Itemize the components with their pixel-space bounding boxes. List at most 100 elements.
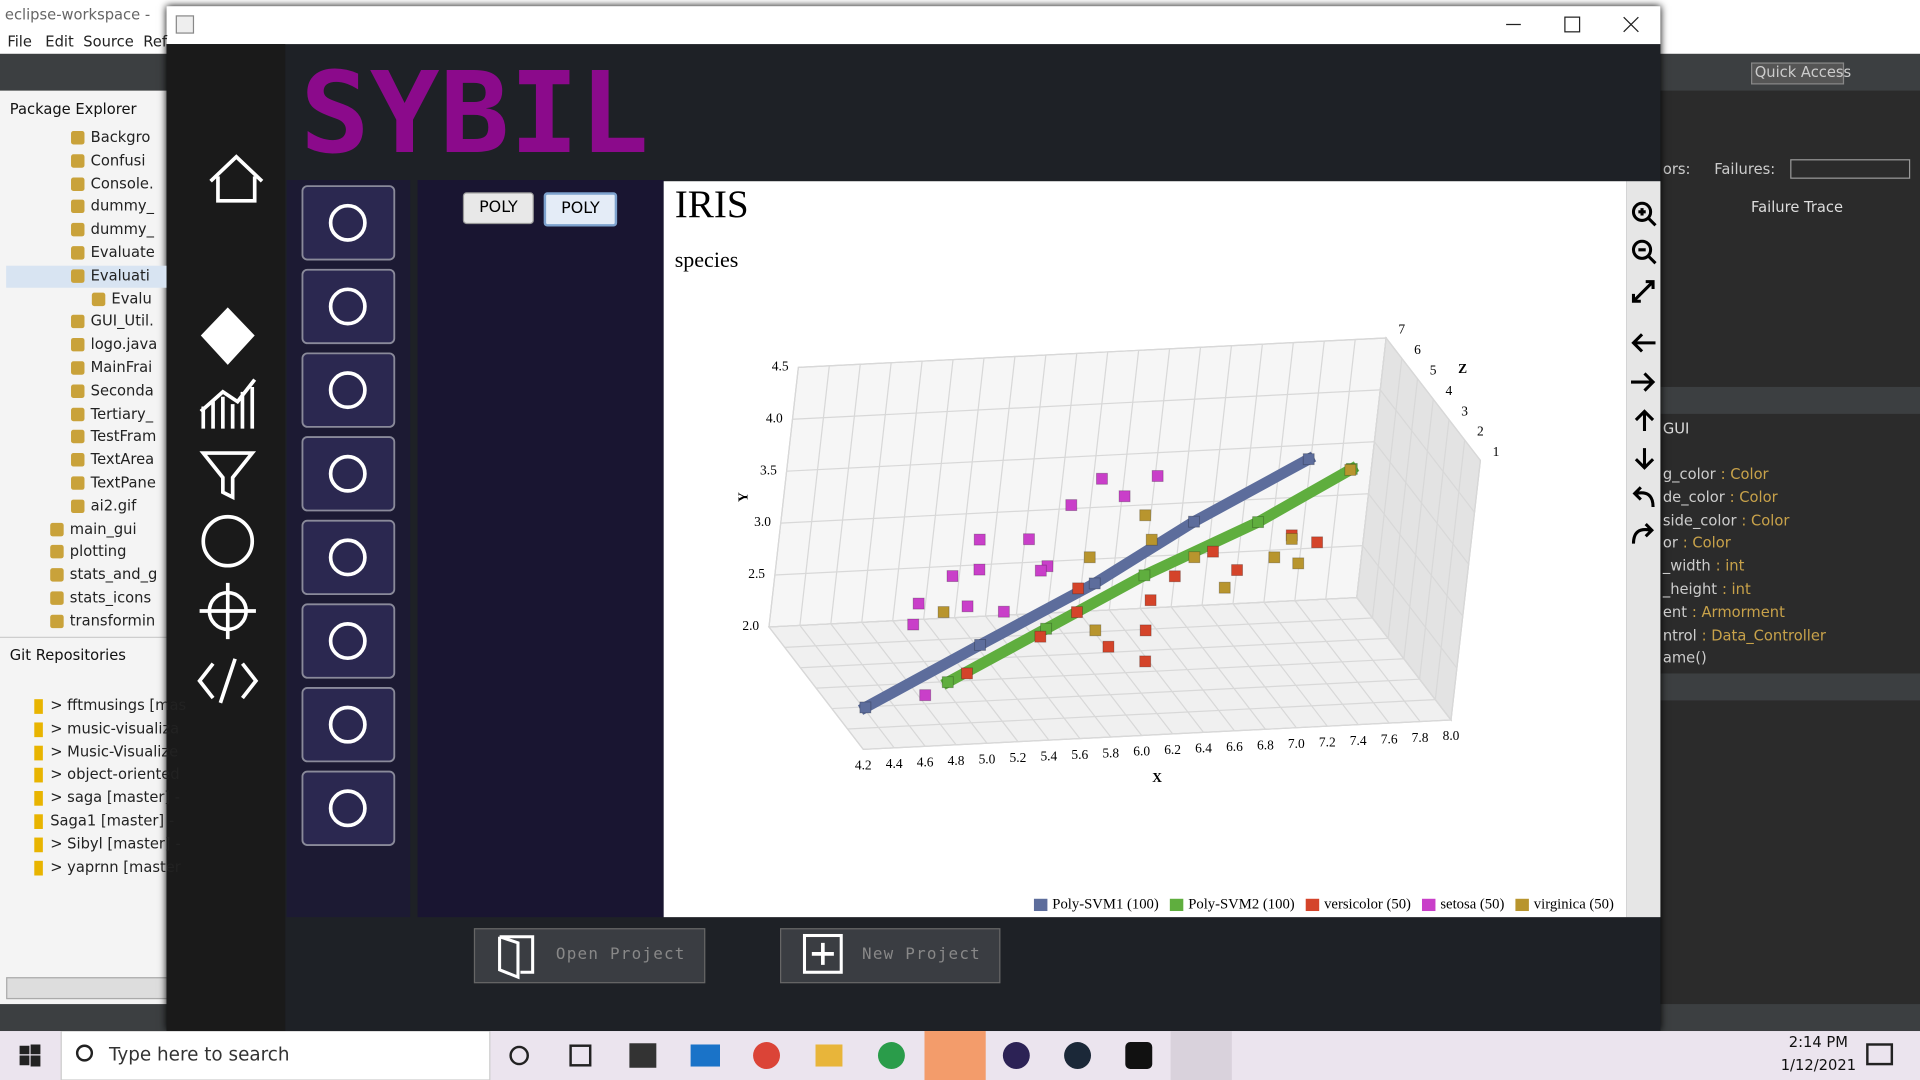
settings[interactable] (1125, 1042, 1153, 1069)
point (1231, 564, 1243, 577)
filter-icon[interactable] (199, 451, 257, 501)
grid-line (830, 364, 861, 624)
close[interactable] (1623, 16, 1639, 33)
quick-access[interactable]: Quick Access (1751, 62, 1851, 85)
point (1088, 577, 1101, 590)
x-tick-label: 5.4 (1040, 748, 1057, 763)
toggle-button[interactable]: POLY (462, 192, 534, 225)
tool-button[interactable] (301, 268, 396, 345)
legend-label: versicolor (50) (1324, 896, 1411, 912)
toggle-button[interactable]: POLY (543, 192, 618, 227)
chart-icon[interactable] (199, 378, 257, 429)
explorer[interactable] (815, 1044, 843, 1067)
member-type: : int (1721, 580, 1751, 598)
x-tick-label: 7.0 (1288, 736, 1305, 751)
java[interactable] (1170, 1031, 1232, 1080)
tool-button[interactable] (301, 519, 396, 596)
grid-line (800, 637, 1389, 669)
y-tick-label: 3.5 (760, 462, 777, 477)
grid-line (1387, 378, 1419, 639)
legend-swatch (1421, 898, 1436, 912)
tree-icon (50, 568, 64, 582)
tree-item: stats_and_g (69, 565, 158, 584)
member-type: : Color (1741, 511, 1790, 529)
mail[interactable] (690, 1044, 720, 1067)
point (1268, 551, 1281, 564)
pan-down[interactable] (1634, 448, 1655, 470)
tree-item: TextArea (90, 450, 155, 468)
zoom-in[interactable] (1631, 201, 1653, 222)
app-icon (175, 15, 195, 34)
tool-button[interactable] (301, 770, 396, 846)
app-titlebar (166, 6, 1661, 45)
redo[interactable] (1631, 522, 1655, 544)
code-icon[interactable] (197, 658, 259, 704)
repo-item: Saga1 [master] - (50, 811, 175, 829)
tool-button[interactable] (301, 185, 396, 261)
home-icon[interactable] (209, 154, 264, 203)
point (1040, 622, 1053, 635)
point (1083, 551, 1096, 564)
tool-button[interactable] (301, 603, 396, 679)
tool-button[interactable] (301, 686, 396, 763)
point (1207, 545, 1219, 558)
tool-glyph (328, 203, 367, 242)
diamond-icon[interactable] (200, 307, 255, 365)
undo[interactable] (1632, 486, 1655, 508)
point (1065, 499, 1078, 512)
repo-item: > yaprnn [master (50, 857, 181, 876)
point (973, 563, 986, 576)
search-text[interactable]: Type here to search (108, 1043, 290, 1066)
active-app[interactable] (924, 1031, 986, 1080)
eclipse[interactable] (1002, 1042, 1030, 1069)
steam[interactable] (1064, 1042, 1092, 1069)
new-project-button[interactable] (780, 928, 1001, 984)
zoom-out[interactable] (1631, 239, 1653, 260)
store[interactable] (629, 1043, 657, 1068)
task-view[interactable] (569, 1044, 592, 1067)
grid-line (792, 389, 1381, 420)
brain-icon[interactable] (201, 514, 255, 568)
point (1168, 570, 1181, 583)
x-tick-label: 6.4 (1195, 741, 1212, 756)
tree-icon (50, 614, 64, 628)
logo: SYBIL (300, 61, 649, 165)
chrome-2[interactable] (877, 1042, 905, 1069)
tree-icon (71, 200, 85, 214)
pan-up[interactable] (1634, 409, 1655, 432)
member-type: : Data_Controller (1701, 626, 1826, 644)
point (961, 667, 973, 680)
y-axis-label: Y (736, 492, 751, 502)
repo-item: > music-visualiza (50, 719, 180, 737)
repo-icon (34, 722, 43, 737)
point (1139, 624, 1152, 637)
notifications[interactable] (1866, 1043, 1894, 1066)
logo-text: SYBIL (300, 61, 649, 165)
legend-label: virginica (50) (1534, 896, 1614, 912)
chrome[interactable] (753, 1042, 780, 1069)
member-type: : Color (1729, 488, 1778, 506)
fit[interactable] (1631, 280, 1655, 303)
z-tick-label: 7 (1398, 322, 1405, 337)
tree-item: Evalu (111, 289, 152, 307)
menu-item: Edit (45, 33, 74, 51)
pan-left[interactable] (1631, 333, 1656, 353)
scrollbar[interactable] (6, 977, 168, 1000)
tool-button[interactable] (301, 436, 396, 512)
point (1151, 470, 1164, 482)
grid-line (831, 678, 1420, 710)
point (1034, 564, 1047, 577)
x-tick-label: 7.2 (1319, 734, 1336, 749)
tool-button[interactable] (301, 352, 396, 428)
chart: IRIS species 4.2 4.4 4.6 4.8 5.0 5.2 5.4 5.6 5.8… (663, 181, 1627, 918)
maximize[interactable] (1564, 16, 1581, 33)
point (1118, 490, 1131, 503)
x-tick-label: 5.8 (1102, 745, 1119, 760)
cortana[interactable] (509, 1045, 529, 1066)
member-name: de_color (1662, 488, 1725, 506)
start[interactable] (19, 1044, 41, 1067)
search-box[interactable] (60, 1031, 491, 1080)
point (1188, 551, 1201, 564)
pan-right[interactable] (1631, 372, 1656, 392)
menu-item: File (7, 33, 32, 51)
